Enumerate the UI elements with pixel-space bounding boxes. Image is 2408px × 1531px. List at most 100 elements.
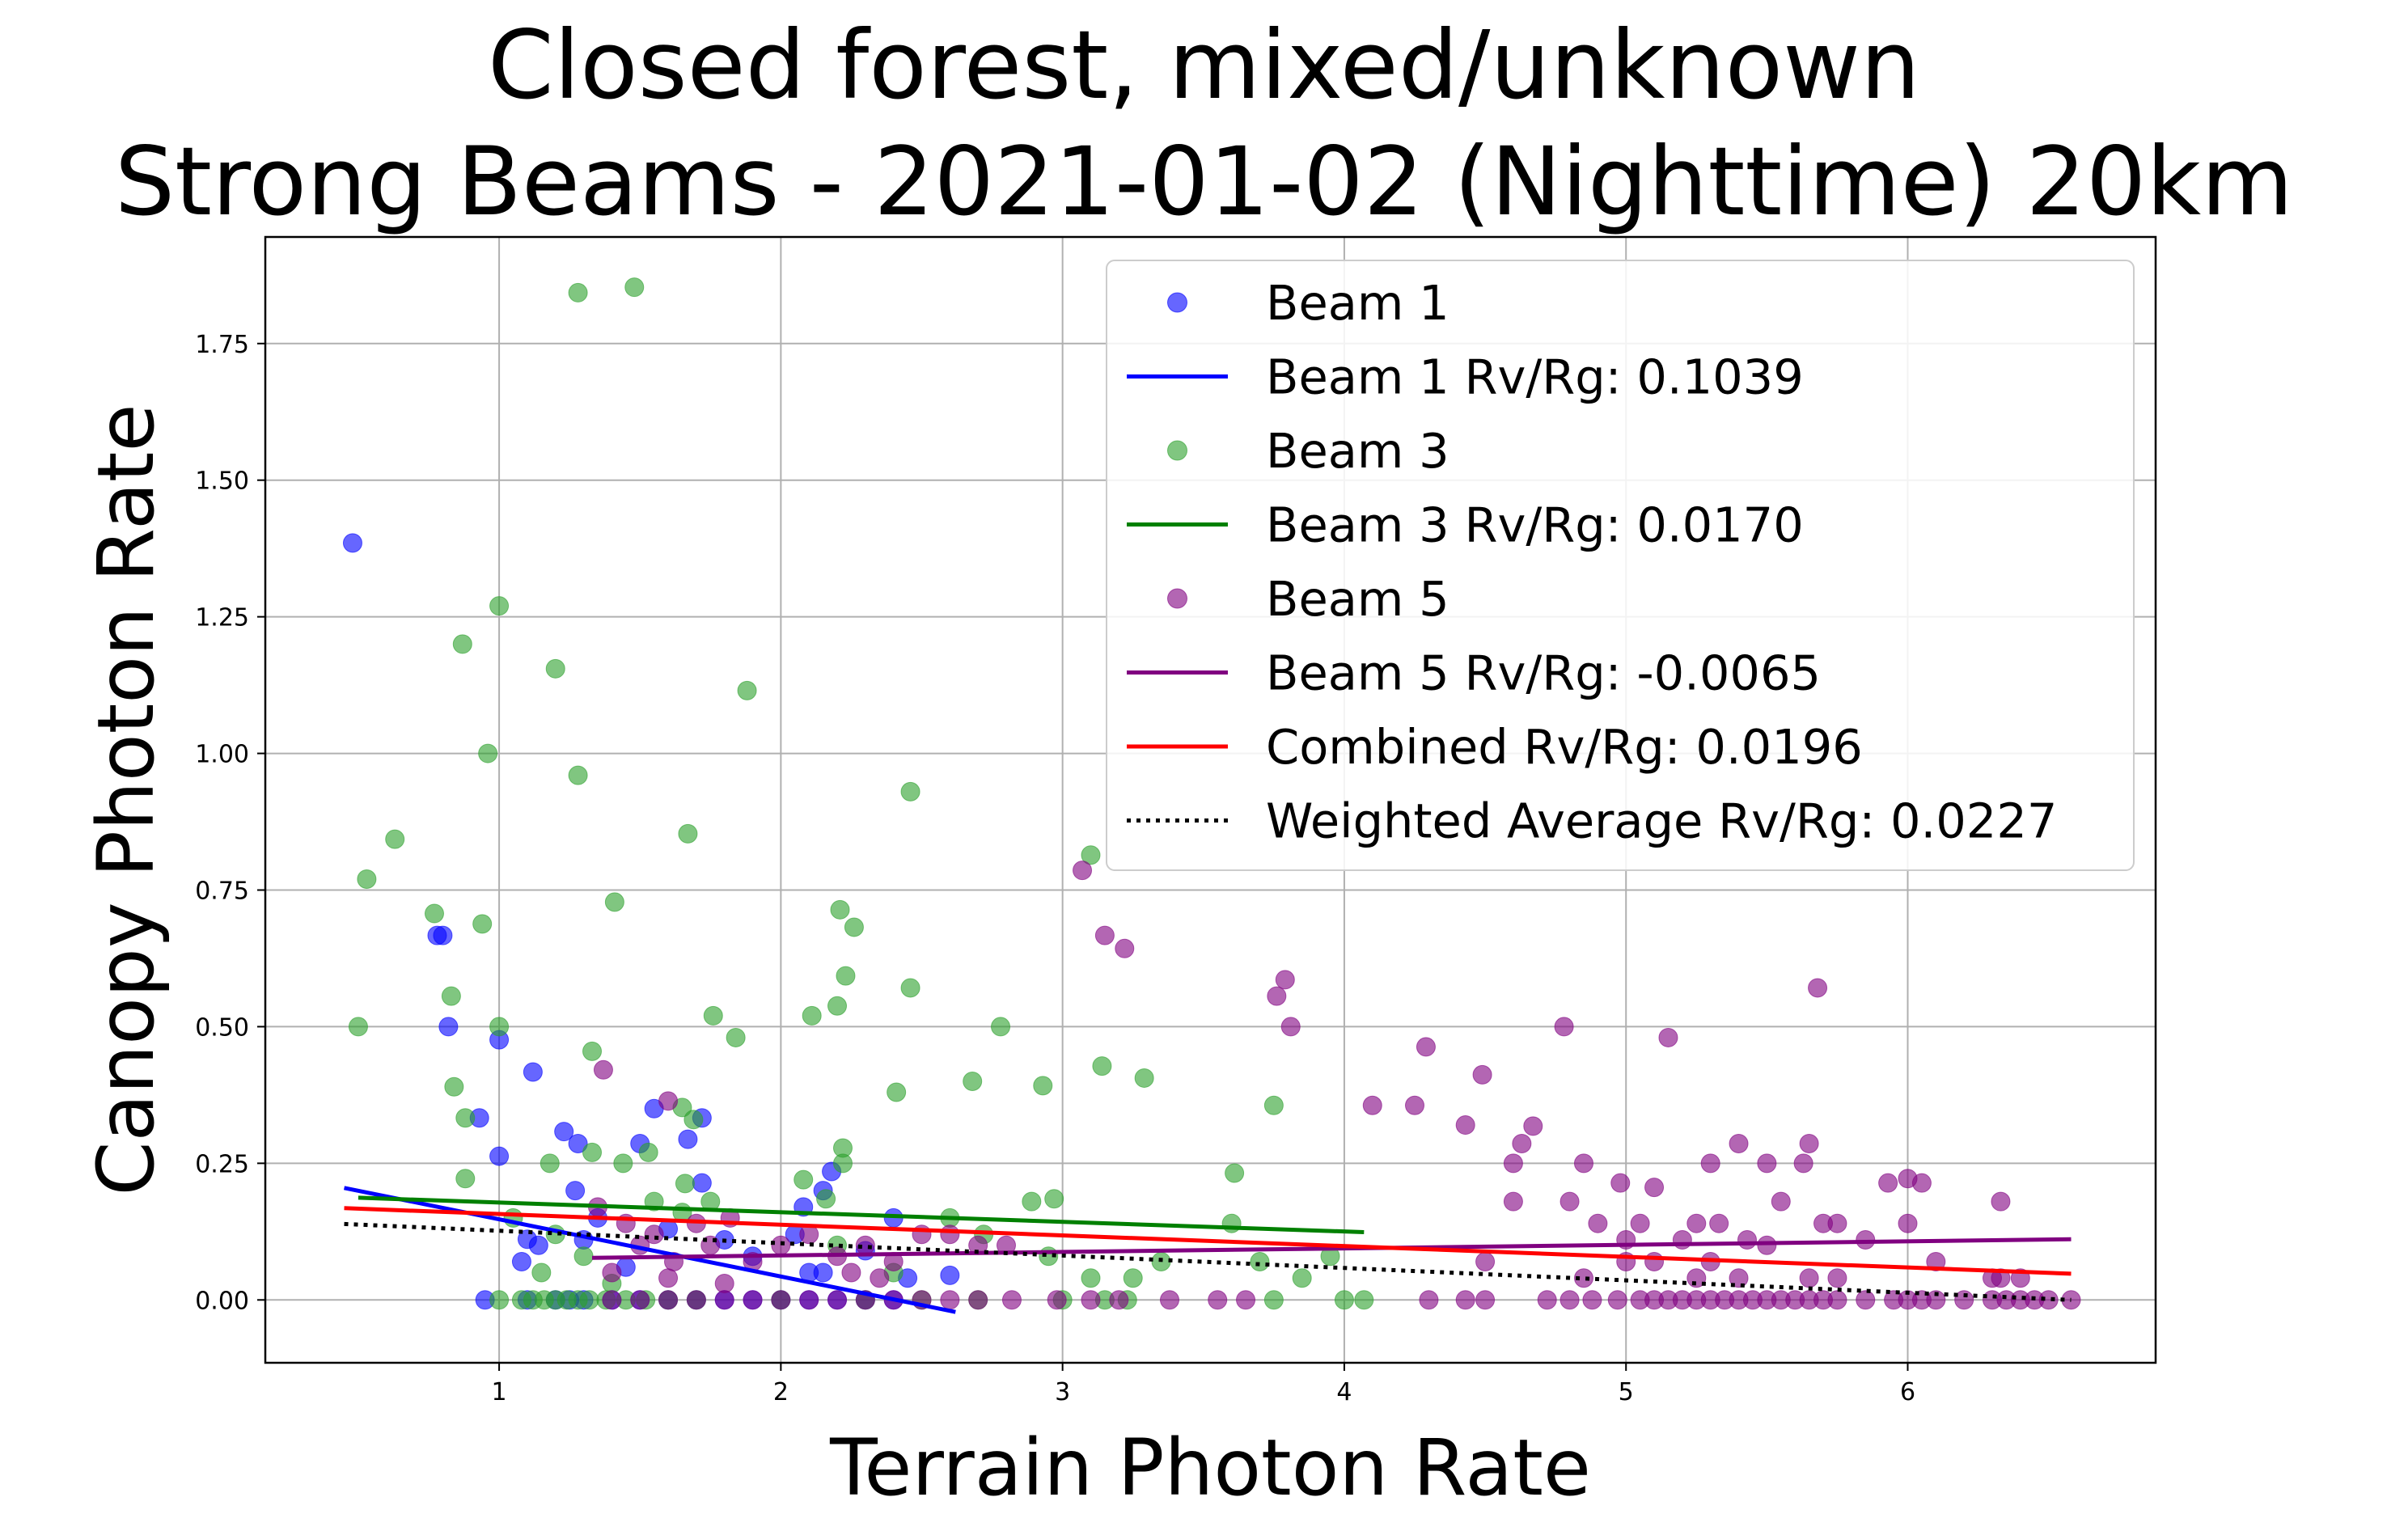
scatter-point bbox=[1236, 1290, 1256, 1310]
scatter-point bbox=[357, 869, 377, 889]
scatter-point bbox=[1582, 1290, 1602, 1310]
scatter-point bbox=[1134, 1068, 1154, 1088]
scatter-point bbox=[658, 1091, 679, 1111]
scatter-point bbox=[1280, 1017, 1301, 1037]
scatter-point bbox=[1405, 1095, 1425, 1115]
scatter-point bbox=[675, 1174, 695, 1194]
scatter-point bbox=[511, 1251, 531, 1271]
scatter-point bbox=[1475, 1251, 1496, 1271]
scatter-point bbox=[1022, 1191, 1042, 1212]
legend-entry-label: Beam 1 bbox=[1266, 275, 1449, 331]
scatter-point bbox=[1799, 1134, 1819, 1154]
scatter-point bbox=[602, 1262, 622, 1283]
scatter-point bbox=[1573, 1268, 1593, 1288]
scatter-point bbox=[568, 282, 588, 302]
scatter-point bbox=[1686, 1268, 1707, 1288]
scatter-point bbox=[940, 1265, 960, 1285]
scatter-point bbox=[1362, 1095, 1382, 1115]
scatter-point bbox=[1771, 1191, 1791, 1212]
scatter-point bbox=[1630, 1213, 1650, 1233]
scatter-point bbox=[726, 1027, 746, 1047]
legend-box bbox=[1106, 260, 2135, 871]
legend-entry-label: Beam 3 Rv/Rg: 0.0170 bbox=[1266, 497, 1804, 553]
x-axis-label: Terrain Photon Rate bbox=[829, 1423, 1591, 1513]
scatter-point bbox=[1275, 970, 1295, 990]
scatter-point bbox=[1856, 1290, 1876, 1310]
scatter-point bbox=[771, 1235, 791, 1255]
scatter-point bbox=[1455, 1115, 1475, 1136]
scatter-point bbox=[683, 1110, 704, 1130]
scatter-point bbox=[1991, 1191, 2011, 1212]
scatter-point bbox=[658, 1290, 679, 1310]
scatter-point bbox=[963, 1072, 983, 1091]
scatter-point bbox=[802, 1005, 822, 1026]
scatter-point bbox=[1737, 1229, 1757, 1250]
legend-entry-label: Beam 5 Rv/Rg: -0.0065 bbox=[1266, 645, 1821, 701]
legend-entry-label: Beam 1 Rv/Rg: 0.1039 bbox=[1266, 349, 1804, 405]
scatter-point bbox=[1573, 1153, 1593, 1174]
scatter-point bbox=[827, 996, 848, 1016]
scatter-point bbox=[1267, 986, 1287, 1006]
scatter-point bbox=[799, 1290, 819, 1310]
scatter-point bbox=[644, 1224, 664, 1245]
scatter-point bbox=[1729, 1268, 1749, 1288]
scatter-point bbox=[1700, 1153, 1720, 1174]
scatter-point bbox=[1115, 938, 1135, 958]
scatter-point bbox=[528, 1235, 548, 1255]
x-tick-label: 6 bbox=[1900, 1378, 1915, 1406]
legend-marker bbox=[1167, 588, 1187, 609]
chart-title-line-1: Closed forest, mixed/unknown bbox=[487, 10, 1921, 121]
scatter-point bbox=[1472, 1064, 1492, 1085]
x-tick-label: 5 bbox=[1619, 1378, 1634, 1406]
x-axis-ticks: 1 2 3 4 5 6 bbox=[492, 1363, 1915, 1406]
scatter-point bbox=[968, 1290, 988, 1310]
scatter-point bbox=[1898, 1213, 1918, 1233]
scatter-point bbox=[472, 914, 493, 934]
scatter-point bbox=[582, 1041, 603, 1061]
scatter-point bbox=[613, 1153, 633, 1174]
scatter-point bbox=[1644, 1251, 1665, 1271]
scatter-point bbox=[1081, 1268, 1101, 1288]
scatter-point bbox=[816, 1189, 836, 1209]
scatter-point bbox=[678, 1129, 698, 1149]
scatter-point bbox=[1658, 1027, 1678, 1047]
scatter-point bbox=[1292, 1268, 1312, 1288]
scatter-point bbox=[1094, 925, 1115, 945]
scatter-point bbox=[1512, 1134, 1532, 1154]
scatter-point bbox=[1001, 1290, 1022, 1310]
scatter-point bbox=[714, 1274, 734, 1294]
scatter-point bbox=[1221, 1213, 1242, 1233]
y-tick-label: 1.75 bbox=[195, 331, 249, 359]
scatter-point bbox=[1911, 1173, 1932, 1193]
scatter-point bbox=[1827, 1268, 1847, 1288]
regression-line bbox=[591, 1237, 2072, 1260]
scatter-point bbox=[568, 765, 588, 785]
scatter-point bbox=[1926, 1251, 1946, 1271]
scatter-point bbox=[1559, 1290, 1580, 1310]
legend-entry-label: Beam 3 bbox=[1266, 423, 1449, 479]
scatter-point bbox=[424, 903, 444, 924]
regression-line bbox=[344, 1186, 956, 1314]
scatter-point bbox=[686, 1290, 706, 1310]
scatter-point bbox=[1827, 1290, 1847, 1310]
scatter-point bbox=[1047, 1290, 1067, 1310]
scatter-point bbox=[1081, 1290, 1101, 1310]
y-tick-label: 1.25 bbox=[195, 604, 249, 632]
legend: Beam 1 Beam 1 Rv/Rg: 0.1039 Beam 3 Beam 3 R… bbox=[1106, 260, 2135, 871]
x-tick-label: 1 bbox=[492, 1378, 507, 1406]
scatter-point bbox=[1610, 1173, 1631, 1193]
y-tick-label: 0.50 bbox=[195, 1013, 249, 1042]
scatter-point bbox=[870, 1268, 890, 1288]
scatter-point bbox=[630, 1290, 650, 1310]
scatter-point bbox=[1672, 1229, 1692, 1250]
scatter-point bbox=[1926, 1290, 1946, 1310]
scatter-point bbox=[703, 1005, 723, 1026]
scatter-point bbox=[991, 1017, 1011, 1037]
scatter-point bbox=[489, 596, 510, 616]
scatter-point bbox=[1686, 1213, 1707, 1233]
scatter-point bbox=[1559, 1191, 1580, 1212]
legend-marker bbox=[1167, 440, 1187, 461]
scatter-point bbox=[900, 781, 920, 801]
scatter-point bbox=[545, 658, 565, 679]
